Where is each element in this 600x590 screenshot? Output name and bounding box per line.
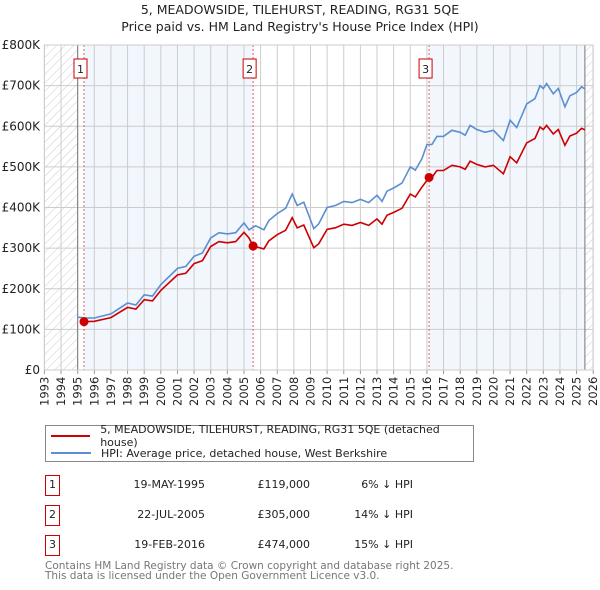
sale-marker-badge bbox=[73, 58, 88, 79]
sale-price: £305,000 bbox=[257, 508, 311, 521]
x-tick-label: 2019 bbox=[470, 377, 484, 406]
x-tick-label: 2014 bbox=[387, 377, 401, 406]
sale-marker-badge bbox=[242, 58, 257, 79]
x-tick-label: 1994 bbox=[54, 377, 68, 406]
sale-price: £119,000 bbox=[257, 478, 311, 491]
marker-badge: 3 bbox=[45, 535, 60, 556]
hpi-diff: 15% ↓ HPI bbox=[354, 538, 413, 551]
y-tick-label: £400K bbox=[2, 201, 42, 215]
chart-subtitle: Price paid vs. HM Land Registry's House … bbox=[121, 19, 479, 34]
chart-title: 5, MEADOWSIDE, TILEHURST, READING, RG31 … bbox=[140, 2, 460, 17]
y-tick-label: £0 bbox=[25, 363, 40, 377]
x-tick-label: 2026 bbox=[586, 377, 600, 406]
x-tick-label: 1993 bbox=[37, 377, 51, 406]
x-tick-label: 2021 bbox=[503, 377, 517, 406]
x-tick-label: 2004 bbox=[220, 377, 234, 406]
sale-marker-number: 2 bbox=[246, 63, 253, 76]
footer-licence: This data is licensed under the Open Gov… bbox=[45, 570, 380, 582]
legend-label: 5, MEADOWSIDE, TILEHURST, READING, RG31 … bbox=[100, 423, 440, 449]
y-tick-label: £500K bbox=[2, 160, 42, 174]
legend-item-property: 5, MEADOWSIDE, TILEHURST, READING, RG31 … bbox=[46, 423, 473, 449]
x-tick-label: 2018 bbox=[453, 377, 467, 406]
x-tick-label: 2015 bbox=[403, 377, 417, 406]
x-tick-label: 2000 bbox=[154, 377, 168, 406]
y-tick-label: £200K bbox=[2, 282, 42, 296]
x-tick-label: 2016 bbox=[420, 377, 434, 406]
y-tick-label: £700K bbox=[2, 79, 42, 93]
sale-price: £474,000 bbox=[257, 538, 311, 551]
x-tick-label: 1998 bbox=[121, 377, 135, 406]
sale-marker-number: 3 bbox=[422, 63, 429, 76]
x-tick-label: 2011 bbox=[337, 377, 351, 406]
sale-marker-number: 1 bbox=[77, 63, 84, 76]
property-price-line bbox=[83, 124, 586, 323]
sale-date: 19-FEB-2016 bbox=[134, 538, 205, 551]
footer-copyright: Contains HM Land Registry data © Crown c… bbox=[45, 560, 454, 572]
x-tick-label: 2025 bbox=[570, 377, 584, 406]
y-tick-label: £800K bbox=[2, 38, 42, 52]
sale-point bbox=[424, 172, 434, 182]
legend-label: HPI: Average price, detached house, West… bbox=[101, 446, 388, 460]
x-tick-label: 2003 bbox=[204, 377, 218, 406]
y-tick-label: £300K bbox=[2, 241, 42, 255]
hpi-diff: 14% ↓ HPI bbox=[354, 508, 413, 521]
y-tick-label: £100K bbox=[2, 322, 42, 336]
x-tick-label: 2006 bbox=[254, 377, 268, 406]
x-tick-label: 2005 bbox=[237, 377, 251, 406]
sale-point bbox=[79, 317, 89, 327]
x-tick-label: 2002 bbox=[187, 377, 201, 406]
x-tick-label: 2009 bbox=[304, 377, 318, 406]
x-tick-label: 1997 bbox=[104, 377, 118, 406]
x-tick-label: 2010 bbox=[320, 377, 334, 406]
x-tick-label: 1996 bbox=[87, 377, 101, 406]
x-tick-label: 2022 bbox=[520, 377, 534, 406]
x-tick-label: 2024 bbox=[553, 377, 567, 406]
legend-item-hpi: HPI: Average price, detached house, West… bbox=[46, 445, 387, 461]
red-line-swatch bbox=[51, 435, 91, 437]
sale-date: 22-JUL-2005 bbox=[137, 508, 205, 521]
marker-badge: 2 bbox=[45, 505, 60, 526]
x-tick-label: 2013 bbox=[370, 377, 384, 406]
hpi-line bbox=[77, 82, 586, 319]
sale-marker-badge bbox=[418, 58, 433, 79]
x-tick-label: 2017 bbox=[437, 377, 451, 406]
sale-point bbox=[248, 241, 258, 251]
x-tick-label: 2012 bbox=[353, 377, 367, 406]
y-tick-label: £600K bbox=[2, 119, 42, 133]
marker-badge: 1 bbox=[45, 475, 60, 496]
hpi-diff: 6% ↓ HPI bbox=[361, 478, 413, 491]
sale-date: 19-MAY-1995 bbox=[133, 478, 205, 491]
x-tick-label: 2001 bbox=[170, 377, 184, 406]
price-chart: 1993 1994 1995 1996 1997 1998 1999 2000 2001 2002… bbox=[2, 38, 600, 406]
x-tick-label: 1999 bbox=[137, 377, 151, 406]
x-tick-label: 2007 bbox=[270, 377, 284, 406]
x-tick-label: 2008 bbox=[287, 377, 301, 406]
plot-frame bbox=[43, 44, 594, 371]
legend: 5, MEADOWSIDE, TILEHURST, READING, RG31 … bbox=[45, 423, 474, 462]
x-tick-label: 2023 bbox=[536, 377, 550, 406]
x-tick-label: 1995 bbox=[71, 377, 85, 406]
blue-line-swatch bbox=[51, 452, 91, 454]
x-tick-label: 2020 bbox=[486, 377, 500, 406]
